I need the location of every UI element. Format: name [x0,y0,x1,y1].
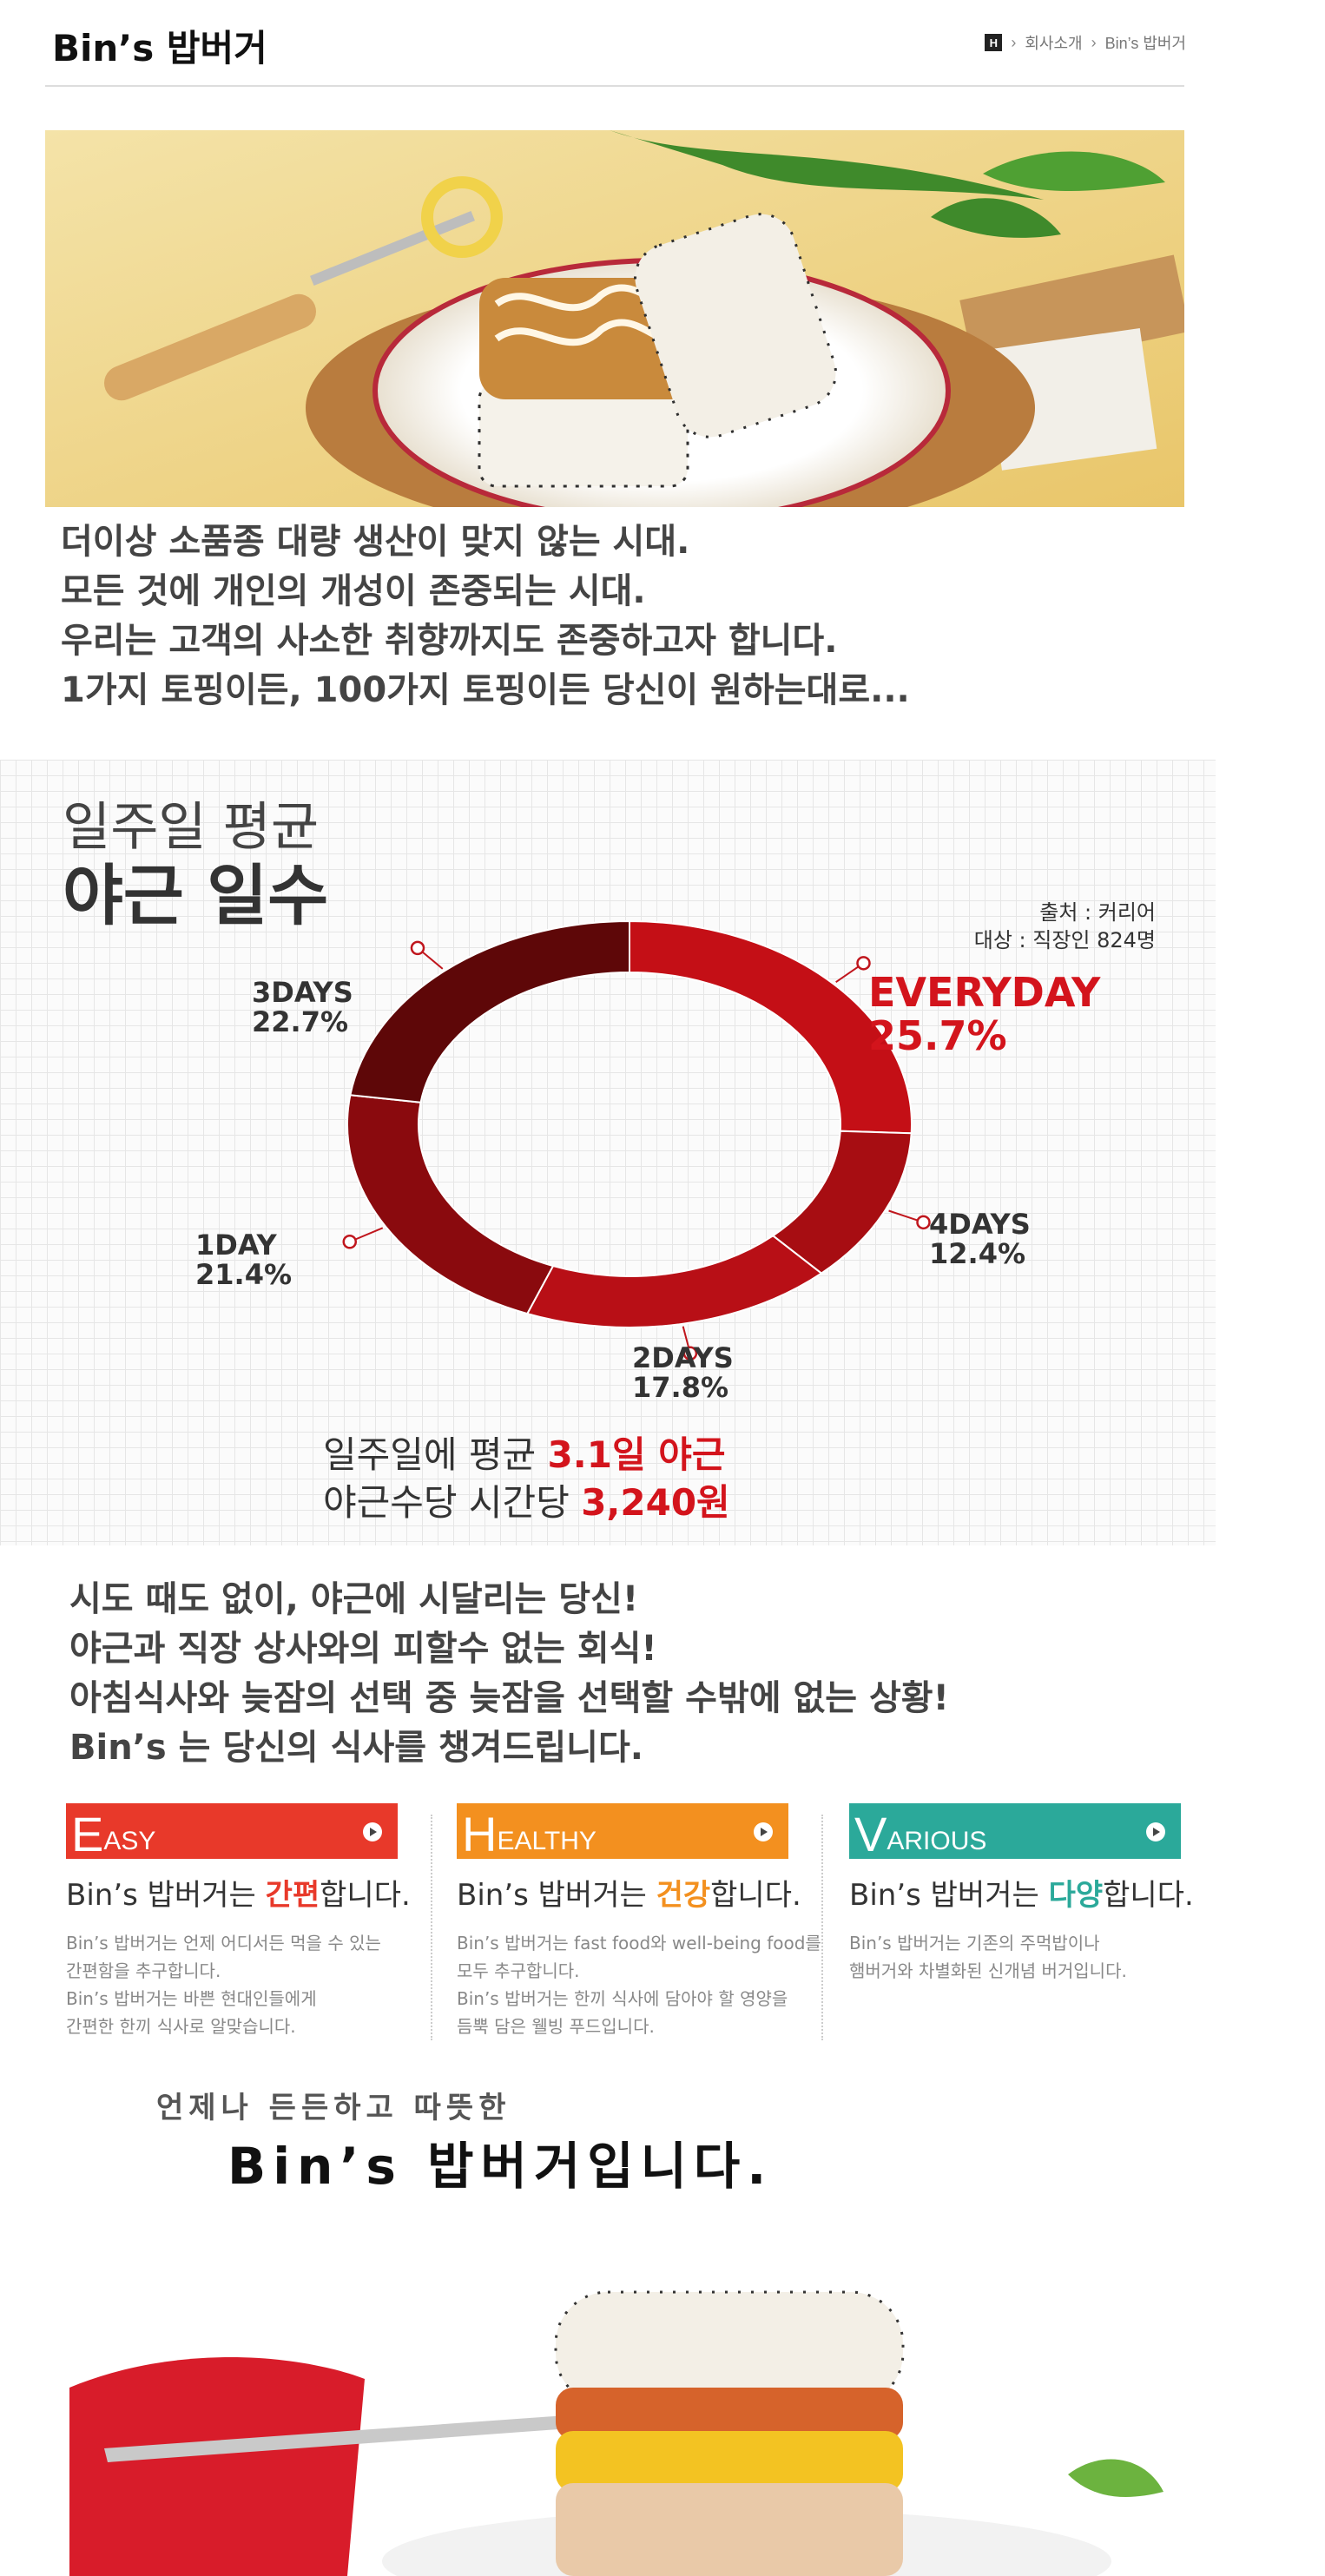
heading-highlight: 건강 [656,1878,711,1913]
infographic-title-line2: 야근 일수 [63,857,329,934]
pain-point-copy: 시도 때도 없이, 야근에 시달리는 당신! 야근과 직장 상사와의 피할수 없… [69,1575,1224,1773]
home-icon[interactable]: H [985,34,1003,51]
label-4days: 4DAYS 12.4% [929,1209,1031,1268]
feature-initial: H [462,1807,498,1861]
intro-line: 1가지 토핑이든, 100가지 토핑이든 당신이 원하는대로... [61,670,910,710]
label-3days: 3DAYS 22.7% [252,978,353,1037]
feature-description: Bin’s 밥버거는 fast food와 well-being food를 모… [457,1929,821,2040]
desc-line: 간편한 한끼 식사로 알맞습니다. [66,2016,296,2037]
heading-suffix: 합니다. [1103,1878,1194,1913]
chevron-right-icon: › [1091,33,1097,51]
infographic-source: 출처 : 커리어 대상 : 직장인 824명 [974,899,1156,954]
feature-heading: Bin’s 밥버거는 건강합니다. [457,1871,804,1914]
label-2days-value: 17.8% [632,1371,729,1404]
donut-slice-3days [349,919,630,1104]
play-icon[interactable] [754,1822,773,1841]
label-1day: 1DAY 21.4% [195,1230,292,1289]
feature-healthy: H EALTHY Bin’s 밥버거는 건강합니다. Bin’s 밥버거는 fas… [457,1803,821,2046]
intro-line: 더이상 소품종 대량 생산이 맞지 않는 시대. [61,522,690,562]
summary-line1: 일주일에 평균 [323,1433,548,1476]
copy-line: 아침식사와 늦잠의 선택 중 늦잠을 선택할 수밖에 없는 상황! [69,1678,949,1718]
feature-initial: V [854,1807,887,1861]
infographic-summary: 일주일에 평균 3.1일 야근 야근수당 시간당 3,240원 [323,1431,730,1526]
feature-initial: E [71,1807,104,1861]
header-divider [45,85,1184,87]
desc-line: Bin’s 밥버거는 기존의 주먹밥이나 [849,1933,1100,1953]
donut-slice-1day [346,1094,555,1315]
hero-image-riceburger [45,130,1184,507]
summary-line2: 야근수당 시간당 [323,1481,582,1524]
heading-suffix: 합니다. [320,1878,411,1913]
desc-line: 모두 추구합니다. [457,1960,580,1981]
label-everyday-name: EVERYDAY [868,969,1101,1016]
donut-chart [342,919,931,1361]
heading-prefix: Bin’s 밥버거는 [457,1878,656,1913]
feature-description: Bin’s 밥버거는 기존의 주먹밥이나 햄버거와 차별화된 신개념 버거입니다… [849,1929,1196,1985]
feature-description: Bin’s 밥버거는 언제 어디서든 먹을 수 있는 간편함을 추구합니다. B… [66,1929,413,2040]
leader-dot-4days [916,1215,931,1230]
column-divider [821,1815,823,2040]
heading-highlight: 간편 [265,1878,320,1913]
desc-line: Bin’s 밥버거는 언제 어디서든 먹을 수 있는 [66,1933,381,1953]
heading-prefix: Bin’s 밥버거는 [66,1878,266,1913]
feature-word: ASY [103,1827,156,1855]
page-title: Bin’s 밥버거 [52,27,267,69]
desc-line: Bin’s 밥버거는 바쁜 현대인들에게 [66,1988,317,2009]
label-4days-name: 4DAYS [929,1208,1031,1241]
copy-line: 야근과 직장 상사와의 피할수 없는 회식! [69,1629,657,1669]
overtime-infographic [0,760,1216,1545]
feature-easy-bar[interactable]: E ASY [66,1803,398,1859]
infographic-title-line1: 일주일 평균 [63,797,320,858]
heading-prefix: Bin’s 밥버거는 [849,1878,1049,1913]
chevron-right-icon: › [1011,33,1017,51]
desc-line: Bin’s 밥버거는 fast food와 well-being food를 [457,1933,821,1953]
play-icon[interactable] [363,1822,382,1841]
source-text: 출처 : 커리어 [1039,900,1156,925]
feature-word: EALTHY [497,1827,597,1855]
breadcrumb-item-company[interactable]: 회사소개 [1025,35,1083,52]
desc-line: 듬뿍 담은 웰빙 푸드입니다. [457,2016,655,2037]
summary-line1-highlight: 3.1일 야근 [547,1433,726,1476]
leader-dot-1day [342,1235,358,1249]
feature-various-bar[interactable]: V ARIOUS [849,1803,1181,1859]
feature-healthy-bar[interactable]: H EALTHY [457,1803,788,1859]
label-1day-value: 21.4% [195,1258,293,1291]
label-everyday-value: 25.7% [868,1012,1007,1059]
intro-copy: 더이상 소품종 대량 생산이 맞지 않는 시대. 모든 것에 개인의 개성이 존… [61,517,1207,715]
label-2days: 2DAYS 17.8% [632,1343,734,1402]
label-everyday: EVERYDAY 25.7% [868,971,1100,1057]
summary-line2-highlight: 3,240원 [581,1481,730,1524]
breadcrumb-item-current[interactable]: Bin’s 밥버거 [1104,35,1186,52]
intro-line: 모든 것에 개인의 개성이 존중되는 시대. [61,571,646,611]
feature-heading: Bin’s 밥버거는 다양합니다. [849,1871,1196,1914]
feature-easy: E ASY Bin’s 밥버거는 간편합니다. Bin’s 밥버거는 언제 어디서… [66,1803,413,2046]
leader-dot-3days [410,940,425,956]
feature-heading: Bin’s 밥버거는 간편합니다. [66,1871,413,1914]
heading-suffix: 합니다. [710,1878,801,1913]
leader-dot-2days [682,1346,698,1361]
copy-line: 시도 때도 없이, 야근에 시달리는 당신! [69,1579,639,1619]
label-4days-value: 12.4% [929,1237,1026,1270]
breadcrumb: H › 회사소개 › Bin’s 밥버거 [985,31,1186,54]
column-divider [431,1815,432,2040]
label-3days-name: 3DAYS [252,976,353,1009]
desc-line: 햄버거와 차별화된 신개념 버거입니다. [849,1960,1127,1981]
label-2days-name: 2DAYS [632,1341,734,1374]
slogan-line1: 언제나 든든하고 따뜻한 [156,2091,511,2125]
label-3days-value: 22.7% [252,1005,349,1038]
desc-line: Bin’s 밥버거는 한끼 식사에 담아야 할 영양을 [457,1988,788,2009]
feature-word: ARIOUS [887,1827,987,1855]
donut-slice-2days [525,1235,823,1328]
hero-image-stacked-burger [69,2249,1207,2576]
play-icon[interactable] [1146,1822,1165,1841]
desc-line: 간편함을 추구합니다. [66,1960,221,1981]
label-1day-name: 1DAY [195,1229,277,1262]
leader-dot-everyday [856,956,871,971]
heading-highlight: 다양 [1048,1878,1104,1913]
copy-line: Bin’s 는 당신의 식사를 챙겨드립니다. [69,1728,643,1768]
target-text: 대상 : 직장인 824명 [973,928,1156,952]
slogan-line2: Bin’s 밥버거입니다. [227,2137,774,2196]
feature-various: V ARIOUS Bin’s 밥버거는 다양합니다. Bin’s 밥버거는 기존의… [849,1803,1196,2046]
intro-line: 우리는 고객의 사소한 취향까지도 존중하고자 합니다. [61,621,838,661]
